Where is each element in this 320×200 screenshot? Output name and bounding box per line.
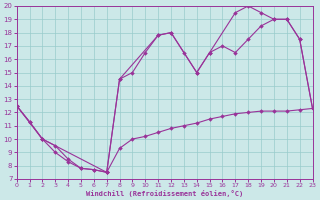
X-axis label: Windchill (Refroidissement éolien,°C): Windchill (Refroidissement éolien,°C) (86, 190, 243, 197)
